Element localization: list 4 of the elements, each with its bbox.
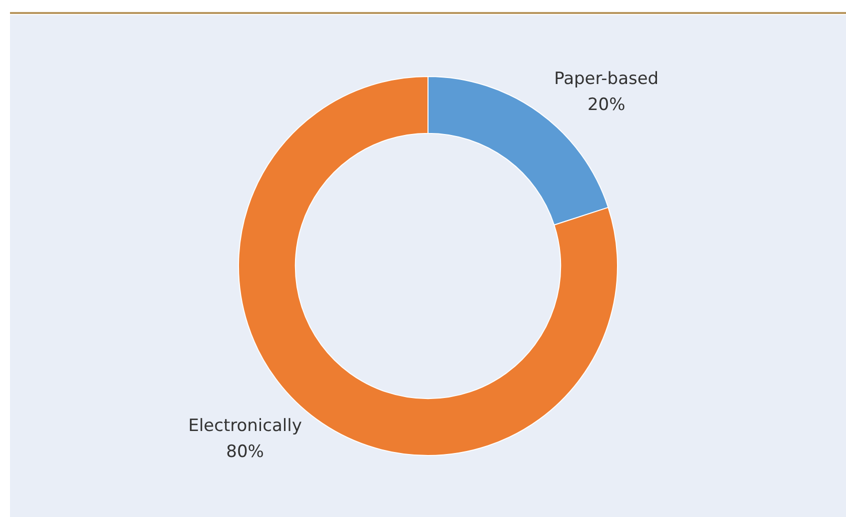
data-label: 80%: [226, 442, 264, 462]
slice-label: Paper-based: [554, 68, 659, 89]
data-label: 20%: [587, 94, 626, 115]
slice-label: Electronically: [188, 416, 302, 436]
